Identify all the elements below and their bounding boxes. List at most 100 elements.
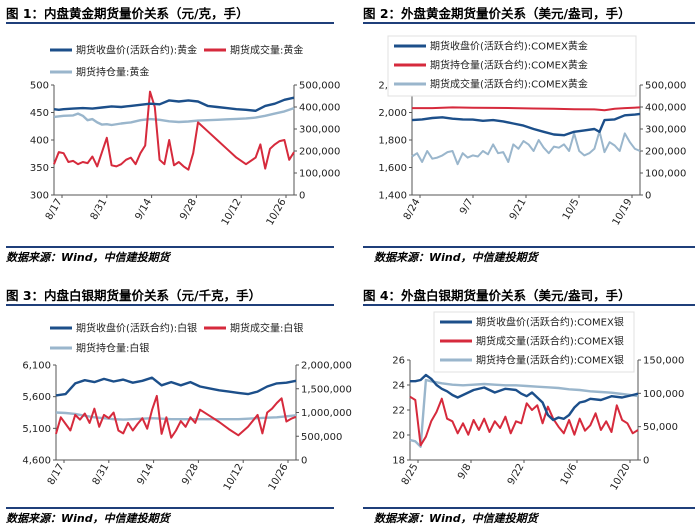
x-tick-label: 10/26 — [267, 462, 291, 492]
chart-2-title: 图 2：外盘黄金期货量价关系（美元/盎司，手） — [363, 6, 631, 21]
left-tick-label: 5,600 — [22, 392, 51, 403]
chart-1: 300 350 400 450 500 0 100,000 200,000 300,000 400… — [30, 44, 340, 228]
legend-label: 期货成交量(活跃合约):COMEX黄金 — [430, 78, 588, 91]
right-tick-label: 1,500,000 — [301, 384, 352, 395]
x-tick-label: 10/6 — [559, 462, 580, 487]
left-tick-label: 450 — [30, 108, 49, 119]
left-tick-label: 400 — [30, 136, 49, 147]
series-line — [409, 395, 639, 447]
legend-label: 期货收盘价(活跃合约):COMEX银 — [476, 316, 624, 329]
right-tick-label: 150,000 — [643, 356, 684, 367]
legend-label: 期货持仓量:黄金 — [76, 66, 149, 79]
x-tick-label: 8/31 — [91, 462, 112, 487]
right-tick-label: 300,000 — [299, 125, 340, 136]
series-line — [53, 106, 295, 127]
chart-3-bottom-rule — [6, 507, 334, 509]
right-tick-label: 50,000 — [643, 422, 678, 433]
x-tick-label: 9/8 — [456, 462, 474, 481]
legend-box — [387, 35, 637, 97]
chart-4-bottom-rule — [363, 507, 695, 509]
right-tick-label: 500,000 — [301, 432, 342, 443]
x-tick-label: 10/20 — [609, 462, 633, 492]
legend-label: 期货成交量(活跃合约):COMEX银 — [476, 335, 624, 348]
x-tick-label: 10/12 — [220, 197, 244, 227]
chart-4-title: 图 4：外盘白银期货量价关系（美元/盎司，手） — [363, 288, 631, 303]
x-tick-label: 9/7 — [458, 197, 476, 216]
chart-2: 1,4001,6001,8002,0002,2000100,000200,000… — [378, 35, 686, 227]
x-tick-label: 10/26 — [265, 197, 289, 227]
left-tick-label: 1,400 — [378, 191, 407, 202]
series-line — [409, 378, 639, 448]
x-tick-label: 8/31 — [89, 197, 110, 222]
chart-3-title-rule — [6, 304, 334, 306]
chart-2-bottom-rule — [363, 246, 695, 248]
series-line — [411, 112, 641, 137]
right-tick-label: 500,000 — [299, 81, 340, 92]
left-tick-label: 5,100 — [22, 424, 51, 435]
left-tick-label: 26 — [392, 356, 405, 367]
right-tick-label: 100,000 — [299, 169, 340, 180]
left-tick-label: 2,000 — [378, 108, 407, 119]
x-tick-label: 10/19 — [611, 197, 635, 227]
chart-3-source: 数据来源：Wind，中信建投期货 — [6, 512, 170, 525]
right-tick-label: 200,000 — [645, 147, 686, 158]
chart-4-source: 数据来源：Wind，中信建投期货 — [374, 512, 538, 525]
right-tick-label: 100,000 — [645, 169, 686, 180]
left-tick-label: 350 — [30, 163, 49, 174]
x-tick-label: 9/21 — [508, 197, 529, 222]
legend-label: 期货持仓量(活跃合约):COMEX黄金 — [430, 59, 588, 72]
right-tick-label: 500,000 — [645, 81, 686, 92]
chart-1-title-rule — [6, 22, 334, 24]
legend-label: 期货收盘价(活跃合约):COMEX黄金 — [430, 40, 588, 53]
left-tick-label: 20 — [392, 431, 405, 442]
x-tick-label: 10/12 — [222, 462, 246, 492]
right-tick-label: 100,000 — [643, 389, 684, 400]
legend-label: 期货持仓量(活跃合约):COMEX银 — [476, 354, 624, 367]
right-tick-label: 300,000 — [645, 125, 686, 136]
legend-label: 期货收盘价(活跃合约):白银 — [76, 322, 197, 335]
chart-4-title-rule — [363, 304, 695, 306]
series-line — [55, 394, 297, 439]
left-tick-label: 18 — [392, 456, 405, 467]
left-tick-label: 6,100 — [22, 361, 51, 372]
series-line — [412, 106, 641, 112]
left-tick-label: 22 — [392, 406, 405, 417]
x-tick-label: 9/28 — [180, 462, 201, 487]
x-tick-label: 9/14 — [135, 462, 156, 487]
legend-label: 期货收盘价(活跃合约):黄金 — [76, 44, 197, 57]
chart-1-bottom-rule — [6, 246, 334, 248]
chart-3: 4,600 5,100 5,600 6,100 0 500,000 1,000,000 1,5… — [22, 322, 352, 493]
right-tick-label: 0 — [301, 456, 307, 467]
right-tick-label: 400,000 — [645, 103, 686, 114]
left-tick-label: 4,600 — [22, 456, 51, 467]
series-line — [410, 373, 639, 422]
left-tick-label: 1,800 — [378, 136, 407, 147]
x-tick-label: 9/22 — [506, 462, 527, 487]
chart-3-title: 图 3：内盘白银期货量价关系（元/千克，手） — [6, 288, 262, 303]
series-line — [53, 96, 295, 112]
legend-label: 期货持仓量:白银 — [76, 342, 149, 355]
right-tick-label: 2,000,000 — [301, 361, 352, 372]
series-line — [55, 376, 297, 397]
x-tick-label: 9/14 — [133, 197, 154, 222]
chart-2-title-rule — [363, 22, 695, 24]
left-tick-label: 500 — [30, 81, 49, 92]
x-tick-label: 9/28 — [178, 197, 199, 222]
right-tick-label: 0 — [643, 456, 649, 467]
series-line — [53, 90, 295, 171]
right-tick-label: 1,000,000 — [301, 408, 352, 419]
series-line — [411, 130, 641, 166]
chart-2-source: 数据来源：Wind，中信建投期货 — [374, 251, 538, 264]
legend-label: 期货成交量:白银 — [230, 322, 303, 335]
right-tick-label: 400,000 — [299, 103, 340, 114]
right-tick-label: 0 — [299, 191, 305, 202]
legend-label: 期货成交量:黄金 — [230, 44, 303, 57]
right-tick-label: 200,000 — [299, 147, 340, 158]
x-tick-label: 10/5 — [561, 197, 582, 222]
left-tick-label: 24 — [392, 381, 405, 392]
right-tick-label: 0 — [645, 191, 651, 202]
left-tick-label: 1,600 — [378, 163, 407, 174]
chart-1-title: 图 1：内盘黄金期货量价关系（元/克，手） — [6, 6, 249, 21]
chart-1-source: 数据来源：Wind，中信建投期货 — [6, 251, 170, 264]
